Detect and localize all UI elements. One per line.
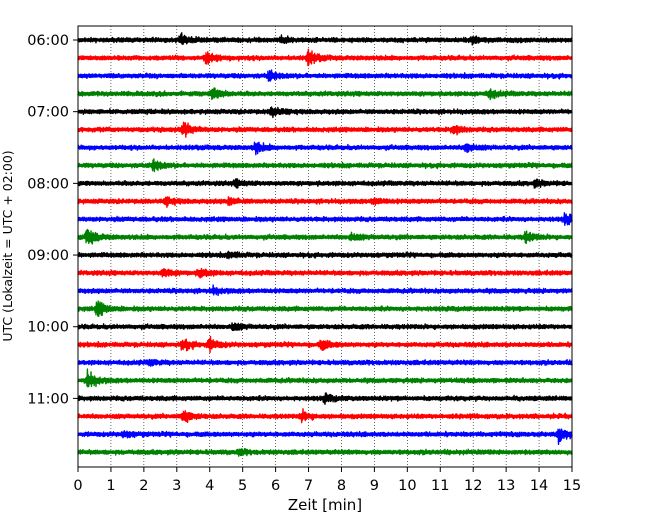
seismogram-trace [77, 408, 573, 424]
seismogram-trace [77, 87, 573, 101]
x-tick-label: 5 [238, 478, 247, 494]
seismogram-trace [77, 284, 573, 297]
x-tick-label: 3 [172, 478, 181, 494]
x-tick-label: 2 [139, 478, 148, 494]
seismogram-trace [77, 178, 573, 189]
x-tick-label: 9 [370, 478, 379, 494]
y-tick-label: 10:00 [27, 320, 69, 336]
seismogram-trace [77, 121, 573, 138]
seismogram-trace [77, 141, 573, 156]
seismogram-trace [77, 228, 573, 245]
x-axis-label: Zeit [min] [288, 496, 362, 514]
seismogram-trace [77, 368, 573, 388]
seismogram-trace [77, 48, 573, 67]
seismogram-trace [77, 196, 573, 208]
x-tick-label: 0 [73, 478, 82, 494]
x-tick-label: 13 [497, 478, 515, 494]
seismogram-trace [77, 335, 573, 354]
x-tick-label: 14 [530, 478, 548, 494]
seismogram-trace [77, 69, 573, 82]
y-tick-label: 08:00 [27, 176, 69, 192]
x-tick-label: 8 [337, 478, 346, 494]
seismogram-trace [77, 300, 573, 318]
x-tick-label: 4 [205, 478, 214, 494]
seismogram-traces [77, 32, 573, 457]
y-axis-label: UTC (Lokalzeit = UTC + 02:00) [0, 150, 15, 341]
plot-frame [77, 25, 573, 468]
seismogram-trace [77, 32, 573, 46]
x-tick-label: 1 [106, 478, 115, 494]
x-tick-label: 12 [464, 478, 482, 494]
x-tick-label: 7 [304, 478, 313, 494]
x-tick-label: 11 [431, 478, 449, 494]
seismogram-trace [77, 428, 573, 446]
x-tick-label: 6 [271, 478, 280, 494]
x-axis-ticks: 0 1 2 3 4 5 6 7 8 9 10 11 12 13 14 15 [73, 467, 581, 494]
seismogram-trace [77, 250, 573, 260]
x-tick-label: 15 [563, 478, 581, 494]
y-tick-label: 06:00 [27, 33, 69, 49]
seismogram-trace [77, 358, 573, 367]
seismogram-trace [77, 212, 573, 226]
y-axis-ticks: 06:00 07:00 08:00 09:00 10:00 11:00 [27, 33, 78, 407]
x-tick-label: 10 [398, 478, 416, 494]
seismogram-trace [77, 448, 573, 457]
seismogram-trace [77, 158, 573, 173]
seismogram-trace [77, 106, 573, 119]
y-tick-label: 07:00 [27, 105, 69, 121]
seismogram-trace [77, 322, 573, 332]
seismogram-trace [77, 392, 573, 405]
y-tick-label: 09:00 [27, 248, 69, 264]
y-tick-label: 11:00 [27, 391, 69, 407]
seismogram-trace [77, 267, 573, 279]
